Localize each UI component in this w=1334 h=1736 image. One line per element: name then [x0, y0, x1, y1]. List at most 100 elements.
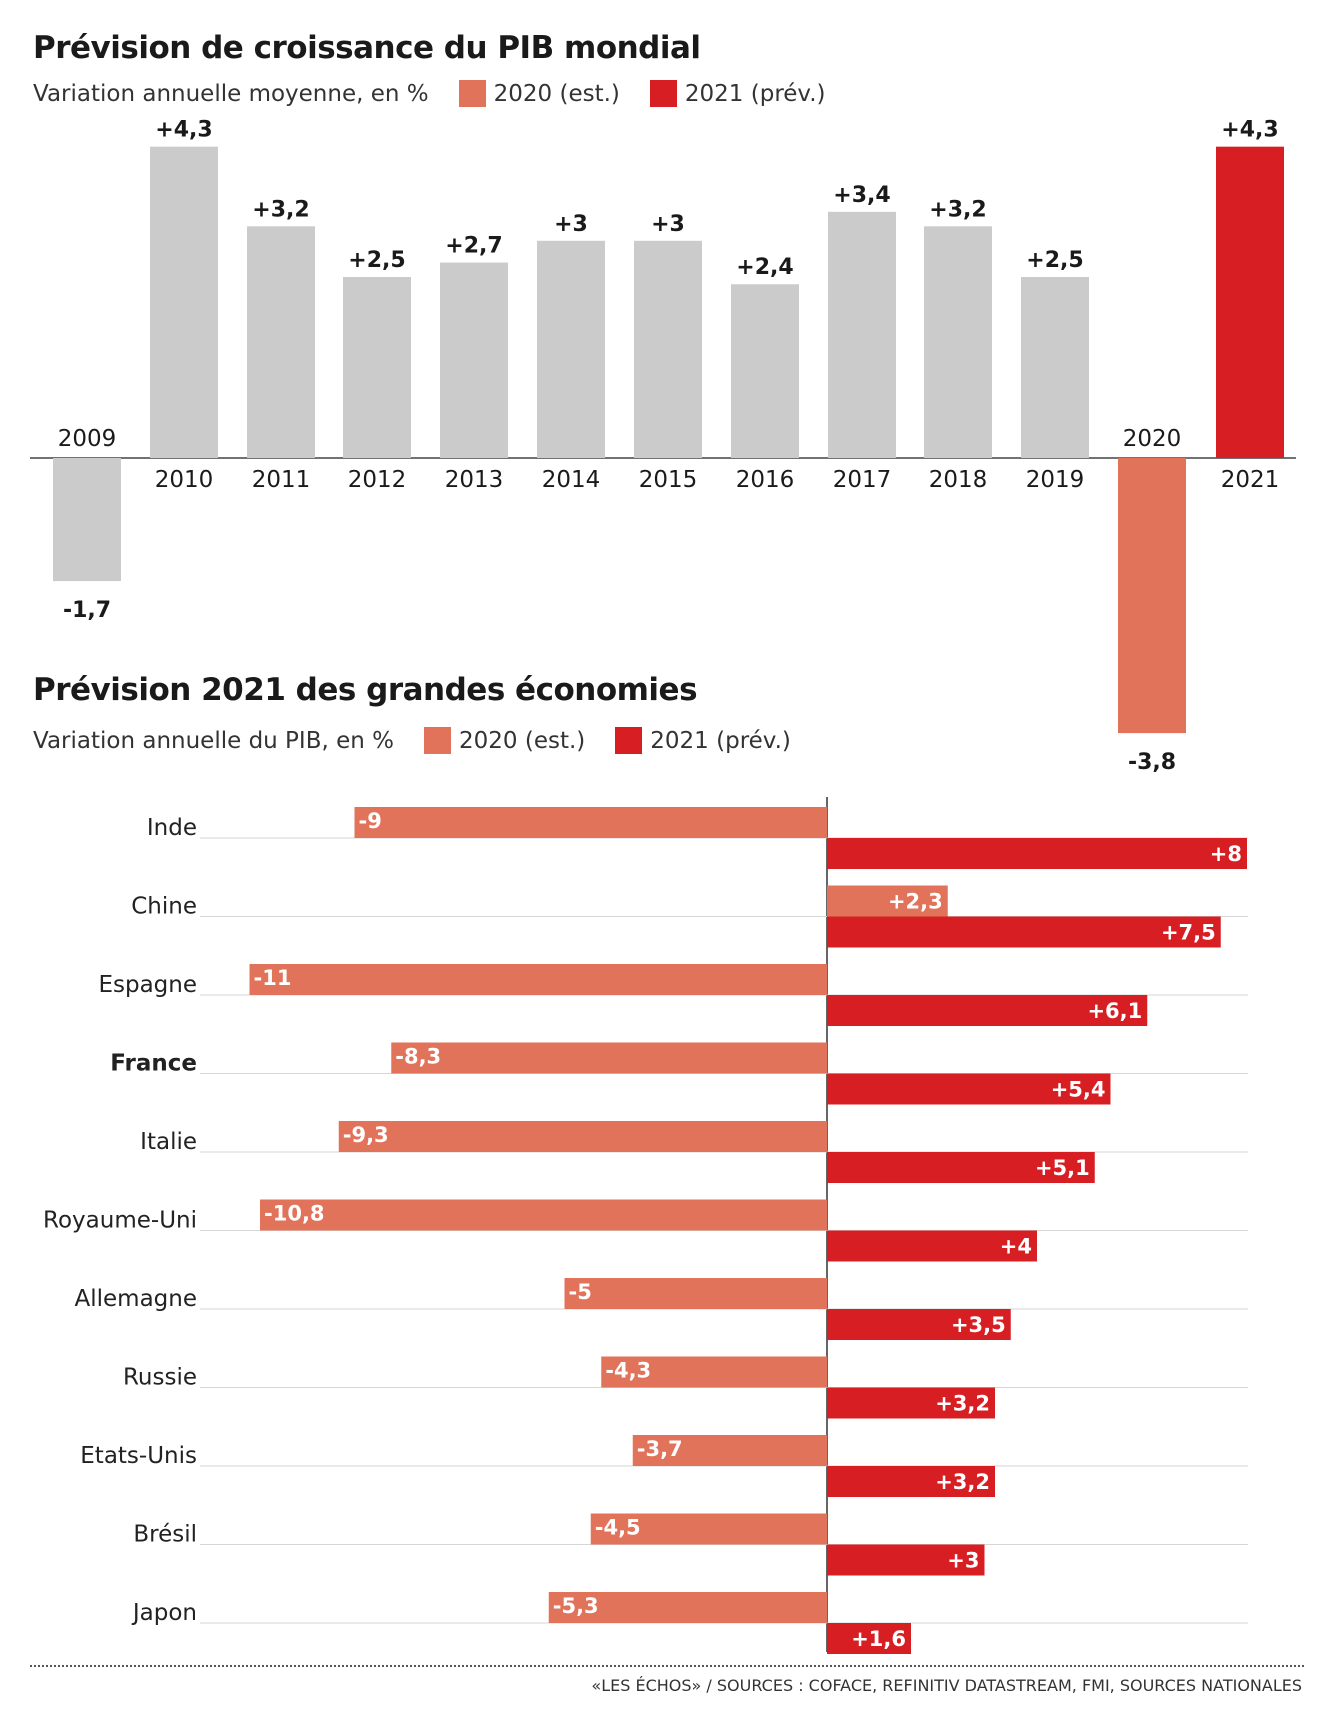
bar-2021 — [827, 1387, 995, 1419]
bar-2021 — [827, 1152, 1095, 1183]
bar-2020 — [632, 1435, 827, 1466]
bar-2021 — [827, 1466, 995, 1497]
chart1-title: Prévision de croissance du PIB mondial — [33, 30, 701, 66]
value-label-2021: +4 — [1000, 1235, 1032, 1259]
value-label-2016: +2,4 — [736, 255, 793, 280]
bar-2021 — [827, 838, 1247, 869]
country-label: Chine — [131, 894, 197, 920]
footer-divider — [30, 1665, 1304, 1667]
country-label: Italie — [140, 1129, 197, 1155]
bar-2016 — [731, 284, 799, 458]
bar-2021 — [827, 1623, 911, 1654]
country-label: Inde — [147, 815, 197, 841]
value-label-2017: +3,4 — [833, 183, 890, 208]
country-label: Allemagne — [75, 1286, 198, 1312]
year-label-2016: 2016 — [736, 467, 795, 493]
chart1-legend-2020: 2020 (est.) — [458, 80, 620, 107]
bar-2021 — [827, 916, 1221, 948]
year-label-2014: 2014 — [542, 467, 601, 493]
value-label-2020: -3,7 — [637, 1437, 683, 1461]
country-label: Russie — [123, 1365, 197, 1391]
chart1-subtitle: Variation annuelle moyenne, en % — [33, 80, 429, 107]
bar-2020 — [391, 1042, 827, 1074]
chart2-subtitle-row: Variation annuelle du PIB, en % 2020 (es… — [33, 727, 791, 754]
legend-label-2020: 2020 (est.) — [459, 727, 586, 754]
bar-2015 — [634, 240, 702, 458]
year-label-2015: 2015 — [639, 467, 698, 493]
chart1-legend-2021: 2021 (prév.) — [649, 80, 826, 107]
bar-2020 — [354, 807, 827, 838]
bar-2013 — [440, 262, 508, 458]
value-label-2019: +2,5 — [1026, 248, 1083, 273]
bar-2020 — [827, 885, 948, 917]
value-label-2020: -4,5 — [595, 1516, 641, 1540]
year-label-2020: 2020 — [1123, 426, 1182, 452]
country-label: Brésil — [133, 1522, 197, 1548]
legend-swatch-2021 — [649, 80, 677, 107]
bar-2020 — [548, 1592, 827, 1623]
country-label: Espagne — [98, 972, 197, 998]
year-label-2011: 2011 — [252, 467, 311, 493]
bar-2021 — [827, 995, 1148, 1026]
bar-2019 — [1021, 277, 1089, 458]
value-label-2020: -10,8 — [264, 1202, 325, 1226]
value-label-2021: +5,1 — [1035, 1156, 1090, 1180]
value-label-2020: -9 — [359, 809, 382, 833]
value-label-2013: +2,7 — [445, 234, 502, 259]
legend-swatch-2020 — [458, 80, 486, 107]
country-label: Etats-Unis — [80, 1443, 197, 1469]
value-label-2021: +3,2 — [935, 1470, 990, 1494]
source-credit: «LES ÉCHOS» / SOURCES : COFACE, REFINITI… — [591, 1676, 1302, 1695]
country-label: France — [110, 1051, 197, 1077]
legend-label-2021: 2021 (prév.) — [684, 80, 826, 107]
value-label-2021: +3,5 — [951, 1313, 1006, 1337]
year-label-2012: 2012 — [348, 467, 407, 493]
chart2-legend-2021: 2021 (prév.) — [615, 727, 791, 754]
bar-2014 — [537, 240, 605, 458]
bar-2020 — [338, 1121, 827, 1152]
value-label-2021: +5,4 — [1051, 1078, 1106, 1102]
year-label-2017: 2017 — [833, 467, 892, 493]
value-label-2021: +8 — [1210, 842, 1242, 866]
value-label-2020: -5,3 — [553, 1594, 599, 1618]
legend-swatch-2021 — [615, 727, 643, 754]
year-label-2009: 2009 — [58, 426, 117, 452]
bar-2017 — [828, 211, 896, 458]
bar-2011 — [247, 226, 315, 458]
year-label-2013: 2013 — [445, 467, 504, 493]
bar-2021 — [827, 1230, 1037, 1262]
bar-2020 — [260, 1199, 827, 1231]
value-label-2020: -4,3 — [605, 1359, 651, 1383]
bar-2020 — [249, 964, 827, 995]
bar-2021 — [827, 1309, 1011, 1340]
bar-2009 — [53, 458, 121, 582]
value-label-2020: -11 — [254, 966, 292, 990]
year-label-2010: 2010 — [155, 467, 214, 493]
legend-label-2021: 2021 (prév.) — [650, 727, 791, 754]
value-label-2010: +4,3 — [155, 118, 212, 143]
country-label: Japon — [131, 1600, 197, 1626]
value-label-2021: +4,3 — [1221, 118, 1278, 143]
value-label-2021: +3,2 — [935, 1392, 990, 1416]
chart2-title: Prévision 2021 des grandes économies — [33, 672, 698, 708]
country-label: Royaume-Uni — [43, 1208, 197, 1234]
bar-2020 — [1118, 458, 1186, 734]
value-label-2021: +1,6 — [851, 1627, 906, 1651]
year-label-2021: 2021 — [1221, 467, 1280, 493]
value-label-2018: +3,2 — [929, 197, 986, 222]
bar-2021 — [827, 1073, 1111, 1105]
chart2-legend-2020: 2020 (est.) — [424, 727, 585, 754]
value-label-2021: +6,1 — [1087, 999, 1142, 1023]
chart1-subtitle-row: Variation annuelle moyenne, en % 2020 (e… — [33, 80, 826, 107]
bar-2021 — [827, 1544, 985, 1576]
value-label-2009: -1,7 — [63, 598, 111, 623]
legend-swatch-2020 — [424, 727, 452, 754]
bar-2020 — [564, 1278, 827, 1309]
bar-2020 — [601, 1356, 827, 1388]
chart2-subtitle: Variation annuelle du PIB, en % — [33, 727, 395, 754]
value-label-2014: +3 — [554, 212, 588, 237]
value-label-2020: -8,3 — [395, 1045, 441, 1069]
value-label-2020: -9,3 — [343, 1123, 389, 1147]
bar-2020 — [590, 1513, 827, 1545]
